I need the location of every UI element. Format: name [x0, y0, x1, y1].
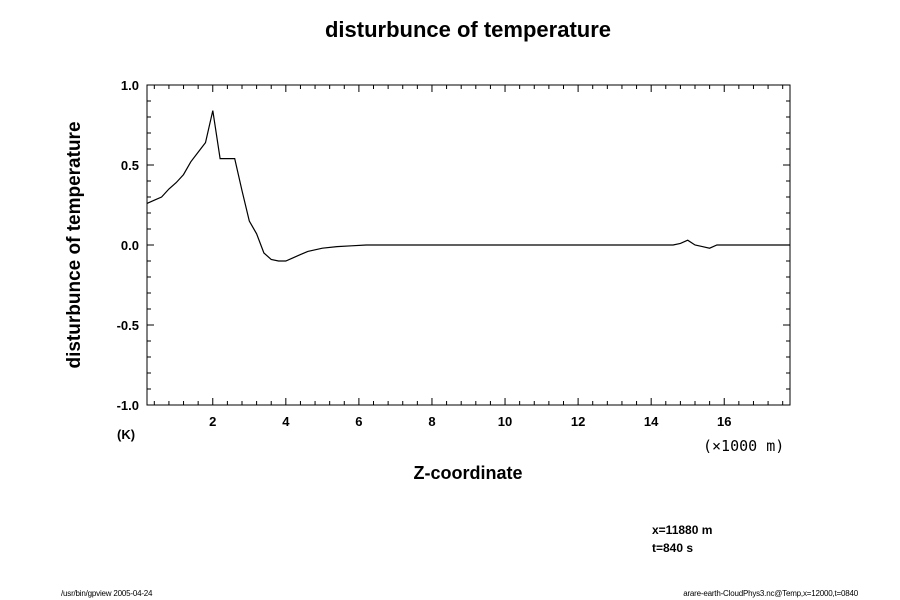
- y-tick-label: 0.0: [121, 238, 139, 253]
- footer-left: /usr/bin/gpview 2005-04-24: [61, 589, 153, 598]
- footer-right: arare-earth-CloudPhys3.nc@Temp,x=12000,t…: [683, 589, 858, 598]
- y-tick-label: 0.5: [121, 158, 139, 173]
- chart-title: disturbunce of temperature: [325, 17, 611, 42]
- axis-ticks: [147, 84, 790, 406]
- x-tick-label: 12: [571, 414, 585, 429]
- tick-labels: 2 4 6 8 10 12 14 16 1.0 0.5 0.0 -0.5 -1.0: [117, 78, 732, 429]
- x-tick-label: 8: [428, 414, 435, 429]
- time-annotation: t=840 s: [652, 541, 694, 555]
- x-tick-label: 6: [355, 414, 362, 429]
- temperature-disturbance-line: [146, 110, 790, 262]
- y-unit-label: (K): [117, 427, 135, 442]
- x-tick-label: 14: [644, 414, 659, 429]
- info-block: x=11880 m t=840 s: [652, 521, 712, 557]
- x-tick-label: 4: [282, 414, 290, 429]
- x-tick-label: 10: [498, 414, 512, 429]
- y-tick-label: -1.0: [117, 398, 139, 413]
- x-position-annotation: x=11880 m: [652, 523, 713, 537]
- x-scale-label: (×1000 m): [703, 437, 784, 455]
- x-tick-label: 16: [717, 414, 731, 429]
- x-tick-label: 2: [209, 414, 216, 429]
- y-tick-label: 1.0: [121, 78, 139, 93]
- y-axis-label: disturbunce of temperature: [64, 121, 85, 368]
- y-tick-label: -0.5: [117, 318, 139, 333]
- x-axis-label: Z-coordinate: [413, 463, 522, 483]
